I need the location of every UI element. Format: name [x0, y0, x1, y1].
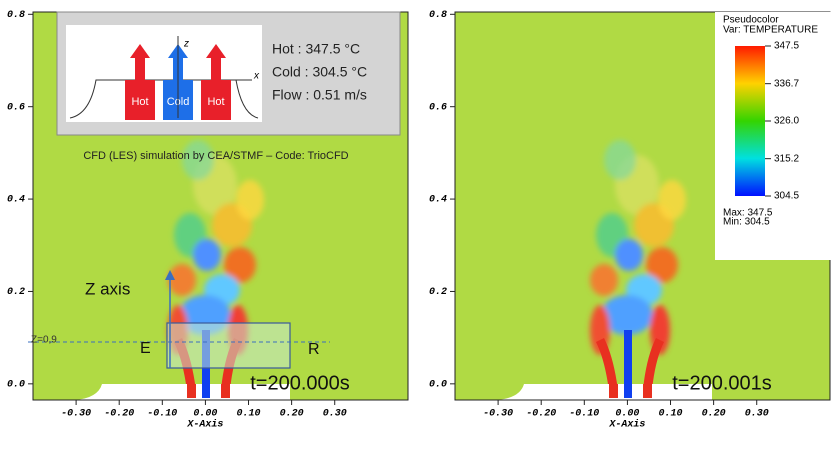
colorbar-label: 347.5: [774, 41, 799, 52]
y-tick-label: 0.6: [429, 102, 447, 113]
jet-arrow: [206, 44, 226, 80]
x-tick-label: -0.10: [569, 409, 599, 420]
x-label: x: [253, 71, 260, 82]
y-tick-label: 0.6: [7, 102, 25, 113]
z-label: z: [183, 39, 189, 50]
x-tick-label: 0.00: [615, 409, 639, 420]
x-tick-label: 0.10: [237, 409, 261, 420]
credit: CFD (LES) simulation by CEA/STMF – Code:…: [83, 150, 348, 162]
x-tick-label: -0.20: [104, 409, 134, 420]
y-tick-label: 0.0: [429, 379, 447, 390]
colorbar-label: 304.5: [774, 191, 799, 202]
x-tick-label: 0.20: [702, 409, 726, 420]
y-tick-label: 0.4: [429, 195, 447, 206]
z-axis-text: Z axis: [85, 279, 130, 298]
time-label: t=200.000s: [250, 372, 350, 394]
panels: 0.0 0.2 0.4 0.6 0.8 -0.30 -0.20 -0.10 0.00 0.10 0.…: [7, 10, 836, 431]
legend-title: Pseudocolor: [723, 15, 779, 26]
y-tick-label: 0.2: [7, 287, 25, 298]
colorbar-label: 315.2: [774, 153, 799, 164]
x-tick-label: -0.30: [61, 409, 91, 420]
highlight-box: [166, 322, 291, 369]
time-label: t=200.001s: [672, 372, 772, 394]
x-tick-label: -0.30: [483, 409, 513, 420]
colorbar: [735, 46, 765, 196]
z-level-label: Z=0,9: [31, 335, 57, 346]
jet-label: Hot: [207, 96, 224, 108]
jet-arrow: [130, 44, 150, 80]
x-tick-label: 0.20: [280, 409, 304, 420]
y-tick-label: 0.8: [7, 10, 25, 21]
colorbar-label: 336.7: [774, 78, 799, 89]
x-tick-label: -0.10: [147, 409, 177, 420]
inset-line: Hot : 347.5 °C: [272, 41, 360, 57]
inset-line: Cold : 304.5 °C: [272, 64, 367, 80]
legend-max: Max: 347.5: [723, 208, 773, 219]
inset-line: Flow : 0.51 m/s: [272, 87, 367, 103]
jet: [201, 80, 231, 120]
z-arrow-head: [165, 270, 175, 280]
legend-var: Var: TEMPERATURE: [723, 25, 818, 36]
y-tick-label: 0.0: [7, 379, 25, 390]
x-tick-label: 0.10: [659, 409, 683, 420]
x-tick-label: 0.30: [323, 409, 347, 420]
x-tick-label: 0.30: [745, 409, 769, 420]
e-label: E: [140, 340, 151, 357]
x-axis-label: X-Axis: [186, 419, 223, 431]
r-label: R: [308, 341, 320, 358]
x-axis-label: X-Axis: [608, 419, 645, 431]
colorbar-label: 326.0: [774, 116, 799, 127]
y-tick-label: 0.8: [429, 10, 447, 21]
x-tick-label: 0.00: [193, 409, 217, 420]
y-tick-label: 0.4: [7, 195, 25, 206]
legend-min: Min: 304.5: [723, 217, 770, 228]
jet: [125, 80, 155, 120]
jet-label: Hot: [131, 96, 148, 108]
x-tick-label: -0.20: [526, 409, 556, 420]
y-tick-label: 0.2: [429, 287, 447, 298]
